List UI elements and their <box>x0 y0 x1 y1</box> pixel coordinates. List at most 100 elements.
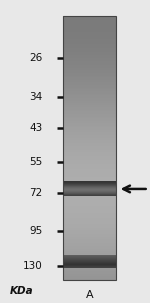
FancyBboxPatch shape <box>63 16 116 18</box>
Text: 26: 26 <box>29 53 43 63</box>
FancyBboxPatch shape <box>63 121 116 122</box>
FancyBboxPatch shape <box>63 58 116 60</box>
FancyBboxPatch shape <box>63 125 116 126</box>
FancyBboxPatch shape <box>63 197 116 198</box>
FancyBboxPatch shape <box>63 41 116 43</box>
FancyBboxPatch shape <box>63 117 116 118</box>
FancyBboxPatch shape <box>63 24 116 25</box>
FancyBboxPatch shape <box>63 278 116 279</box>
FancyBboxPatch shape <box>63 224 116 225</box>
FancyBboxPatch shape <box>63 69 116 70</box>
FancyBboxPatch shape <box>63 206 116 208</box>
FancyBboxPatch shape <box>63 20 116 22</box>
Text: 34: 34 <box>29 92 43 102</box>
FancyBboxPatch shape <box>63 210 116 212</box>
FancyBboxPatch shape <box>63 123 116 125</box>
FancyBboxPatch shape <box>63 70 116 72</box>
FancyBboxPatch shape <box>63 76 116 77</box>
FancyBboxPatch shape <box>63 28 116 29</box>
FancyBboxPatch shape <box>63 258 116 259</box>
FancyBboxPatch shape <box>63 143 116 144</box>
FancyBboxPatch shape <box>63 52 116 53</box>
FancyBboxPatch shape <box>63 33 116 35</box>
FancyBboxPatch shape <box>63 239 116 241</box>
Text: 55: 55 <box>29 157 43 167</box>
FancyBboxPatch shape <box>63 27 116 28</box>
FancyBboxPatch shape <box>63 78 116 80</box>
FancyBboxPatch shape <box>63 148 116 150</box>
FancyBboxPatch shape <box>63 102 116 103</box>
FancyBboxPatch shape <box>63 136 116 138</box>
FancyBboxPatch shape <box>63 40 116 41</box>
FancyBboxPatch shape <box>63 270 116 271</box>
FancyBboxPatch shape <box>63 98 116 99</box>
FancyBboxPatch shape <box>63 193 116 195</box>
FancyBboxPatch shape <box>63 167 116 168</box>
FancyBboxPatch shape <box>63 51 116 52</box>
FancyBboxPatch shape <box>63 44 116 45</box>
FancyBboxPatch shape <box>63 180 116 181</box>
FancyBboxPatch shape <box>63 263 116 265</box>
FancyBboxPatch shape <box>63 88 116 89</box>
FancyBboxPatch shape <box>63 181 116 183</box>
FancyBboxPatch shape <box>63 73 116 74</box>
FancyBboxPatch shape <box>63 32 116 33</box>
FancyBboxPatch shape <box>63 230 116 231</box>
FancyBboxPatch shape <box>63 60 116 61</box>
FancyBboxPatch shape <box>63 150 116 151</box>
FancyBboxPatch shape <box>63 45 116 47</box>
FancyBboxPatch shape <box>63 242 116 243</box>
FancyBboxPatch shape <box>63 158 116 159</box>
FancyBboxPatch shape <box>63 138 116 139</box>
FancyBboxPatch shape <box>63 113 116 114</box>
FancyBboxPatch shape <box>63 142 116 143</box>
FancyBboxPatch shape <box>63 74 116 76</box>
FancyBboxPatch shape <box>63 159 116 160</box>
FancyBboxPatch shape <box>63 208 116 209</box>
FancyBboxPatch shape <box>63 66 116 68</box>
FancyBboxPatch shape <box>63 126 116 127</box>
FancyBboxPatch shape <box>63 114 116 115</box>
Text: 95: 95 <box>29 226 43 236</box>
FancyBboxPatch shape <box>63 165 116 167</box>
FancyBboxPatch shape <box>63 146 116 147</box>
FancyBboxPatch shape <box>63 202 116 204</box>
FancyBboxPatch shape <box>63 37 116 39</box>
FancyBboxPatch shape <box>63 62 116 64</box>
FancyBboxPatch shape <box>63 29 116 31</box>
FancyBboxPatch shape <box>63 198 116 200</box>
FancyBboxPatch shape <box>63 168 116 169</box>
FancyBboxPatch shape <box>63 212 116 213</box>
FancyBboxPatch shape <box>63 35 116 36</box>
FancyBboxPatch shape <box>63 237 116 238</box>
FancyBboxPatch shape <box>63 173 116 175</box>
FancyBboxPatch shape <box>63 161 116 163</box>
FancyBboxPatch shape <box>63 97 116 98</box>
FancyBboxPatch shape <box>63 156 116 158</box>
FancyBboxPatch shape <box>63 155 116 156</box>
FancyBboxPatch shape <box>63 175 116 176</box>
FancyBboxPatch shape <box>63 31 116 32</box>
FancyBboxPatch shape <box>63 218 116 220</box>
FancyBboxPatch shape <box>63 163 116 164</box>
FancyBboxPatch shape <box>63 265 116 266</box>
FancyBboxPatch shape <box>63 271 116 272</box>
FancyBboxPatch shape <box>63 234 116 235</box>
FancyBboxPatch shape <box>63 241 116 242</box>
FancyBboxPatch shape <box>63 188 116 189</box>
FancyBboxPatch shape <box>63 140 116 142</box>
FancyBboxPatch shape <box>63 110 116 111</box>
FancyBboxPatch shape <box>63 267 116 268</box>
FancyBboxPatch shape <box>63 130 116 131</box>
FancyBboxPatch shape <box>63 192 116 193</box>
FancyBboxPatch shape <box>63 56 116 57</box>
FancyBboxPatch shape <box>63 39 116 40</box>
FancyBboxPatch shape <box>63 95 116 97</box>
FancyBboxPatch shape <box>63 185 116 187</box>
FancyBboxPatch shape <box>63 217 116 218</box>
FancyBboxPatch shape <box>63 272 116 274</box>
FancyBboxPatch shape <box>63 154 116 155</box>
FancyBboxPatch shape <box>63 122 116 123</box>
FancyBboxPatch shape <box>63 251 116 253</box>
FancyBboxPatch shape <box>63 118 116 119</box>
